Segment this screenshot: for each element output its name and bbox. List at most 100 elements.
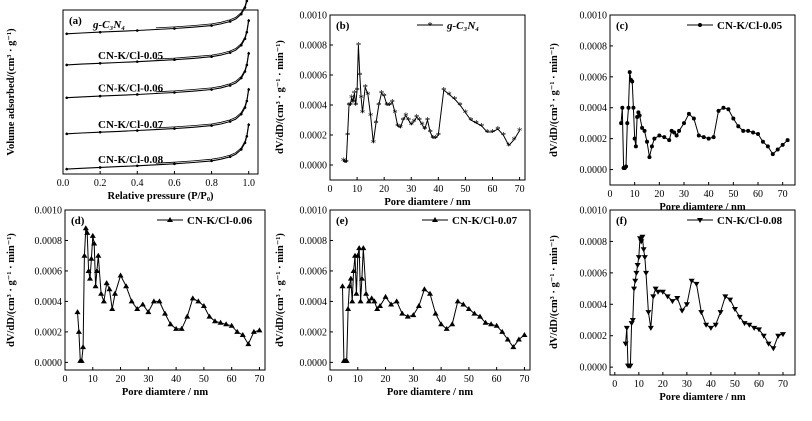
data-point-5 (346, 283, 353, 289)
y-axis-label: Volume adsorbed/(cm³ · g⁻¹) (6, 28, 17, 156)
x-tick-label: 0.8 (205, 178, 218, 189)
data-point-30 (686, 111, 691, 116)
data-point-41 (741, 128, 746, 133)
desorption-line (155, 123, 250, 164)
y-tick-label: 0.0004 (35, 297, 63, 308)
series: ****************************************… (341, 40, 523, 169)
x-tick-label: 50 (464, 374, 474, 385)
data-point-10: * (354, 85, 360, 97)
x-tick-label: 0 (608, 189, 613, 200)
data-point-42 (746, 128, 751, 133)
data-point-14 (245, 0, 249, 3)
data-point-6: * (349, 93, 355, 105)
data-point-44 (504, 336, 511, 342)
data-point-0 (622, 341, 629, 347)
x-tick-label: 0.2 (94, 178, 107, 189)
y-tick-label: 0.0000 (580, 165, 608, 176)
data-point-13 (638, 239, 645, 245)
data-point-15 (247, 19, 251, 22)
data-point-29 (682, 121, 686, 126)
data-point-12 (239, 12, 243, 16)
data-point-8 (85, 267, 92, 273)
data-point-42 (493, 322, 500, 328)
plot-frame (329, 14, 526, 181)
legend: CN-K/Cl-0.07 (422, 215, 518, 227)
data-point-41 (746, 322, 753, 328)
data-point-40 (482, 319, 489, 325)
panel-label: (b) (336, 20, 350, 32)
data-point-18 (645, 139, 649, 144)
data-point-40 (736, 124, 741, 129)
series-label: CN-K/Cl-0.05 (98, 50, 164, 62)
legend: CN-K/Cl-0.06 (157, 215, 253, 227)
data-point-10 (228, 155, 232, 159)
data-point-13 (243, 6, 247, 9)
data-point-37 (200, 303, 207, 308)
data-point-38 (471, 310, 478, 316)
data-point-24: * (387, 100, 393, 112)
y-axis-label: dV/dD/(cm³ · g⁻¹ · min⁻¹) (6, 233, 17, 347)
data-point-29 (421, 286, 428, 292)
data-point-6 (173, 27, 176, 30)
series (619, 70, 790, 170)
data-point-11 (354, 252, 361, 258)
x-tick-label: 10 (634, 379, 644, 390)
data-point-6 (347, 275, 354, 281)
x-tick-label: 20 (116, 374, 126, 385)
y-axis-label: dV/dD/(cm³ · g⁻¹ · min⁻¹) (275, 233, 286, 347)
y-tick-label: 0.0002 (300, 131, 328, 142)
data-point-48 (779, 332, 786, 338)
data-point-9: * (353, 100, 359, 112)
data-point-4: * (346, 100, 352, 112)
data-point-43 (755, 327, 762, 333)
data-point-5 (625, 121, 630, 126)
series-1: CN-K/Cl-0.05 (65, 18, 251, 67)
data-point-32: * (409, 120, 415, 132)
data-point-20 (374, 306, 381, 312)
data-point-4 (627, 363, 634, 369)
data-point-45 (245, 341, 252, 347)
data-point-19 (106, 286, 113, 292)
data-point-12 (239, 148, 243, 151)
y-tick-label: 0.0004 (580, 300, 608, 311)
data-point-21 (112, 290, 118, 296)
data-point-56: * (511, 135, 517, 147)
data-point-12 (239, 112, 243, 116)
data-point-47 (775, 333, 782, 339)
x-tick-label: 0.0 (57, 178, 70, 189)
x-tick-label: 30 (682, 379, 692, 390)
y-tick-label: 0.0010 (35, 206, 63, 217)
data-point-0 (65, 167, 69, 171)
data-point-26 (674, 296, 681, 301)
data-point-0 (65, 96, 69, 100)
data-point-39: * (427, 127, 433, 139)
data-point-28 (677, 128, 682, 133)
x-tick-label: 40 (704, 189, 714, 200)
x-tick-label: 40 (706, 379, 716, 390)
data-point-22 (382, 293, 389, 299)
data-point-39 (212, 318, 218, 324)
data-point-53: * (495, 124, 501, 136)
x-axis-label: Relative pressure (P/P₀) (108, 191, 214, 202)
data-point-10 (353, 290, 360, 296)
data-point-35 (454, 298, 461, 304)
data-point-17 (643, 270, 650, 276)
data-point-45 (760, 139, 765, 144)
series-label: CN-K/Cl-0.06 (98, 83, 164, 95)
data-point-41 (223, 321, 230, 327)
panel-d: (d) 0 10 20 30 40 50 60 70 Pore diamtere / nm dV/d… (6, 206, 266, 398)
data-point-46 (770, 346, 777, 352)
data-point-21: * (379, 88, 385, 100)
legend-label: CN-K/Cl-0.08 (717, 215, 783, 227)
data-point-7 (631, 286, 638, 292)
data-point-47 (770, 152, 775, 157)
data-point-19: * (373, 118, 379, 130)
data-point-3: * (345, 130, 351, 142)
series-line (620, 72, 788, 169)
x-tick-label: 60 (488, 184, 498, 195)
panel-label: (c) (616, 20, 629, 32)
data-point-23 (662, 135, 667, 140)
data-point-legend (698, 23, 702, 27)
x-tick-label: 30 (143, 374, 153, 385)
data-point-40: * (430, 133, 436, 145)
